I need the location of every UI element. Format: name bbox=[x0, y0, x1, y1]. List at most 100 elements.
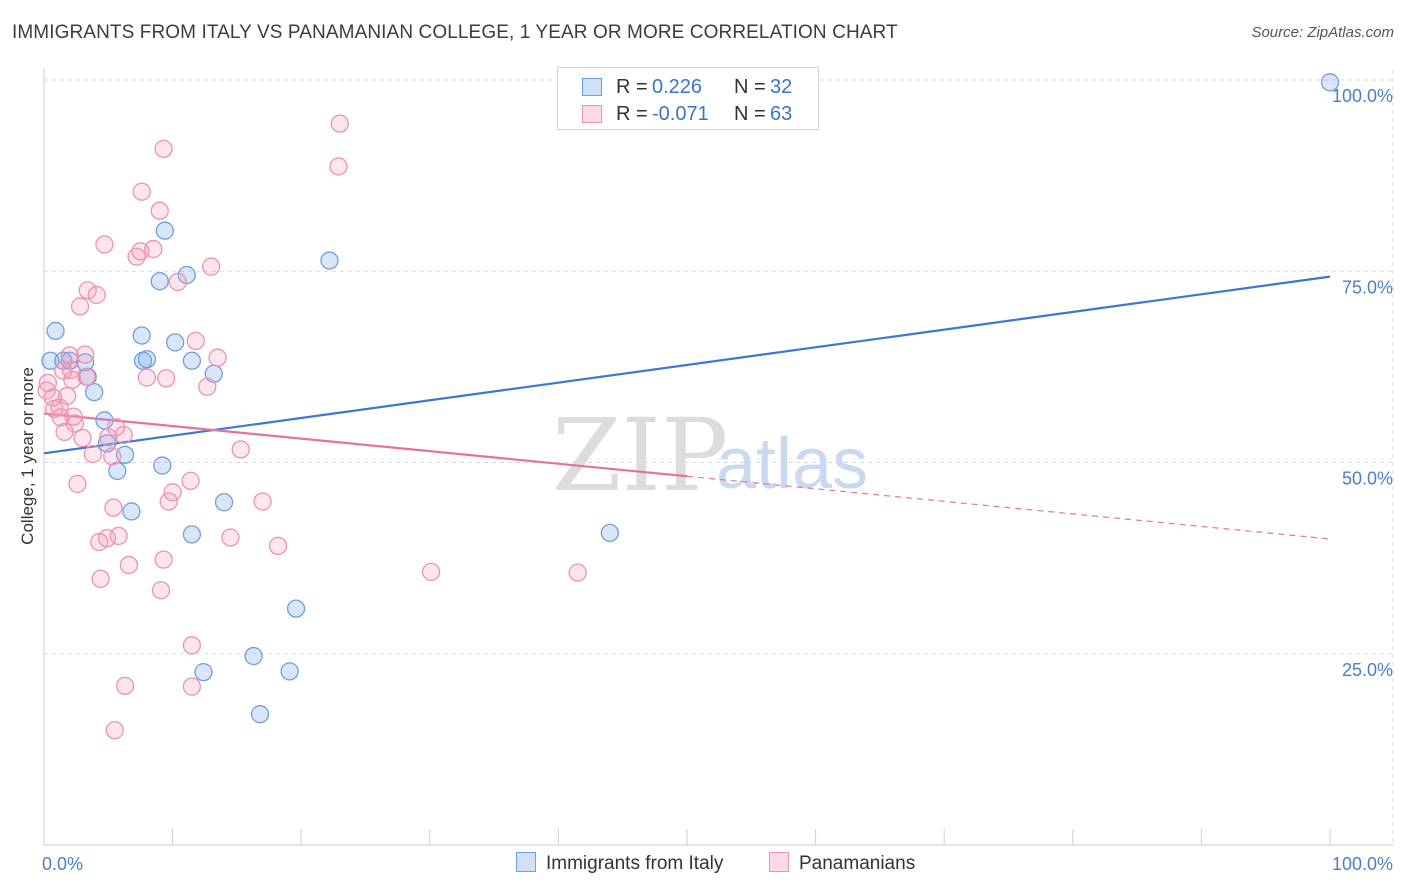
point-panamanians bbox=[119, 555, 139, 575]
point-italy bbox=[155, 221, 175, 240]
point-italy bbox=[95, 411, 114, 430]
point-panamanians bbox=[163, 483, 182, 502]
point-italy bbox=[166, 333, 185, 352]
point-panamanians bbox=[114, 425, 133, 445]
point-panamanians bbox=[330, 114, 349, 133]
point-italy bbox=[41, 351, 60, 370]
point-italy bbox=[60, 351, 79, 370]
point-panamanians bbox=[329, 157, 348, 176]
point-panamanians bbox=[78, 281, 97, 300]
point-panamanians bbox=[76, 345, 95, 364]
y-tick-label: 100.0% bbox=[1332, 86, 1393, 106]
legend-label-italy: Immigrants from Italy bbox=[546, 853, 724, 874]
point-italy bbox=[182, 351, 202, 370]
point-italy bbox=[137, 350, 157, 369]
point-italy bbox=[320, 251, 339, 270]
point-panamanians bbox=[208, 348, 227, 367]
point-panamanians bbox=[115, 676, 135, 696]
legend-n-value: 32 bbox=[770, 76, 793, 98]
trend-line-panamanians bbox=[43, 412, 688, 478]
point-panamanians bbox=[83, 444, 103, 464]
point-italy bbox=[600, 523, 619, 543]
point-panamanians bbox=[151, 581, 171, 600]
point-panamanians bbox=[106, 418, 126, 437]
point-panamanians bbox=[54, 361, 73, 380]
point-panamanians bbox=[159, 492, 178, 511]
point-italy bbox=[280, 662, 299, 681]
chart-title: IMMIGRANTS FROM ITALY VS PANAMANIAN COLL… bbox=[12, 22, 898, 43]
point-italy bbox=[182, 525, 202, 544]
legend-r-label: R = bbox=[616, 76, 648, 98]
point-italy bbox=[132, 326, 151, 345]
point-panamanians bbox=[132, 182, 151, 201]
legend-item-italy[interactable]: Immigrants from Italy bbox=[516, 852, 723, 875]
point-panamanians bbox=[144, 239, 163, 259]
point-panamanians bbox=[109, 526, 128, 546]
point-panamanians bbox=[421, 562, 441, 582]
legend-n-label: N = bbox=[734, 103, 766, 125]
series-legend: Immigrants from Italy Panamanians bbox=[0, 852, 1406, 878]
point-italy bbox=[1320, 73, 1340, 92]
y-axis-label: College, 1 year or more bbox=[18, 367, 37, 545]
point-panamanians bbox=[77, 367, 96, 386]
point-panamanians bbox=[103, 447, 122, 466]
point-panamanians bbox=[168, 272, 187, 292]
point-panamanians bbox=[182, 636, 202, 655]
legend-swatch-panamanians bbox=[582, 105, 602, 123]
point-italy bbox=[286, 599, 306, 618]
trend-lines bbox=[43, 275, 1331, 540]
y-tick-label: 50.0% bbox=[1342, 469, 1393, 489]
point-panamanians bbox=[64, 407, 83, 426]
legend-swatch-panamanians bbox=[769, 852, 789, 872]
point-panamanians bbox=[60, 346, 79, 365]
point-panamanians bbox=[154, 139, 173, 159]
point-panamanians bbox=[253, 492, 272, 511]
legend-swatch-italy bbox=[516, 852, 536, 872]
point-panamanians bbox=[99, 428, 118, 447]
point-panamanians bbox=[568, 563, 587, 582]
legend-n-label: N = bbox=[734, 76, 766, 98]
point-italy bbox=[194, 662, 213, 682]
y-tick-label: 25.0% bbox=[1342, 660, 1393, 680]
trend-line-italy bbox=[43, 275, 1331, 455]
point-italy bbox=[76, 353, 95, 372]
tick-labels: 25.0% 50.0% 75.0% 100.0% 0.0% 100.0% bbox=[42, 86, 1393, 874]
point-italy bbox=[122, 502, 141, 521]
trend-line-panamanians-extension bbox=[686, 475, 1331, 540]
point-panamanians bbox=[231, 440, 250, 459]
point-panamanians bbox=[181, 471, 200, 491]
correlation-legend: R = 0.226 N = 32 R = -0.071 N = 63 bbox=[557, 67, 819, 130]
point-italy bbox=[250, 705, 270, 724]
point-panamanians bbox=[97, 529, 117, 548]
point-italy bbox=[153, 456, 172, 475]
watermark-atlas: atlas bbox=[716, 424, 868, 504]
point-panamanians bbox=[87, 285, 106, 305]
point-italy bbox=[244, 646, 263, 666]
point-panamanians bbox=[65, 414, 85, 433]
watermark: ZIP atlas bbox=[552, 397, 868, 514]
data-points bbox=[37, 73, 1340, 740]
point-panamanians bbox=[221, 528, 240, 547]
point-panamanians bbox=[154, 550, 173, 569]
point-panamanians bbox=[68, 474, 87, 494]
x-tick-label: 100.0% bbox=[1332, 854, 1393, 874]
chart-source: Source: ZipAtlas.com bbox=[1251, 24, 1394, 41]
y-tick-label: 75.0% bbox=[1342, 277, 1393, 297]
point-panamanians bbox=[198, 377, 217, 396]
point-italy bbox=[214, 493, 234, 512]
point-panamanians bbox=[105, 721, 124, 740]
legend-item-panamanians[interactable]: Panamanians bbox=[769, 852, 915, 875]
point-panamanians bbox=[182, 677, 202, 696]
point-panamanians bbox=[91, 569, 110, 588]
point-panamanians bbox=[70, 297, 90, 316]
point-panamanians bbox=[57, 386, 77, 406]
point-panamanians bbox=[37, 381, 56, 400]
legend-label-panamanians: Panamanians bbox=[799, 853, 916, 874]
point-panamanians bbox=[73, 428, 92, 448]
point-panamanians bbox=[45, 399, 64, 419]
point-panamanians bbox=[202, 257, 221, 276]
watermark-zip: ZIP bbox=[552, 397, 728, 514]
legend-r-value: -0.071 bbox=[652, 103, 709, 125]
point-panamanians bbox=[157, 369, 176, 388]
legend-r-label: R = bbox=[616, 103, 648, 125]
